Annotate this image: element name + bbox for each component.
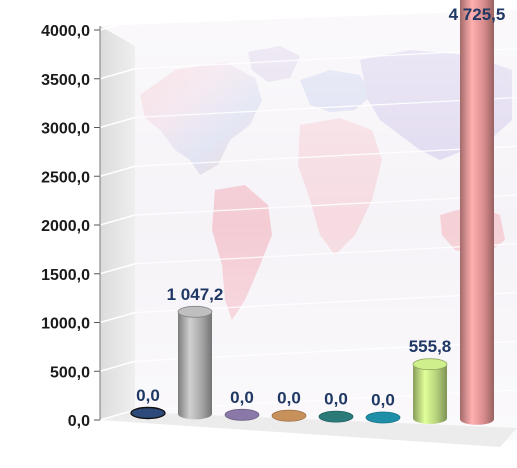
grid-line-side — [99, 360, 136, 372]
bar — [412, 358, 448, 424]
bar-body — [460, 0, 494, 425]
bar — [130, 406, 166, 420]
grid-line-side — [99, 409, 136, 421]
bar — [177, 305, 213, 420]
bar-body — [178, 311, 212, 420]
y-axis: 0,0 500,0 1000,0 1500,0 2000,0 2500,0 3000,0 35… — [41, 23, 101, 430]
grid-line-side — [99, 68, 136, 80]
data-label: 0,0 — [277, 389, 301, 408]
bar-disc — [271, 409, 307, 422]
bar-disc — [130, 406, 166, 420]
grid-line-back — [134, 243, 517, 265]
floor — [100, 412, 517, 447]
data-label: 4 725,5 — [449, 5, 506, 24]
bar — [365, 411, 401, 424]
grid-line-side — [99, 19, 136, 31]
data-label: 0,0 — [371, 391, 395, 410]
grid-line-side — [99, 214, 136, 226]
grid-line-side — [99, 263, 136, 275]
y-tick-label: 1000,0 — [41, 316, 90, 333]
bars — [130, 0, 494, 425]
y-tick-label: 1500,0 — [41, 267, 90, 284]
bar — [460, 0, 494, 425]
grid-line-back — [134, 0, 517, 21]
bar-disc — [224, 408, 260, 421]
bar — [271, 409, 307, 422]
grid-line-side — [99, 165, 136, 177]
grid-line-back — [134, 48, 517, 70]
bar-disc — [365, 411, 401, 424]
grid-line-back — [134, 96, 517, 119]
data-label: 1 047,2 — [167, 285, 224, 304]
y-tick-label: 2000,0 — [41, 218, 90, 235]
data-label: 0,0 — [230, 388, 254, 407]
y-tick-label: 3000,0 — [41, 121, 90, 138]
data-label: 0,0 — [324, 390, 348, 409]
bar-top — [412, 358, 448, 371]
bar-top — [177, 305, 213, 318]
data-label: 555,8 — [409, 337, 452, 356]
data-labels: 0,0 1 047,2 0,0 0,0 0,0 0,0 555,8 4 725,5 — [136, 5, 505, 410]
y-tick-label: 500,0 — [50, 364, 90, 381]
bar — [318, 410, 354, 423]
y-tick-label: 0,0 — [68, 413, 90, 430]
y-tick-label: 2500,0 — [41, 169, 90, 186]
grid-line-side — [99, 311, 136, 324]
bar-body — [413, 364, 447, 424]
grid-line-side — [99, 116, 136, 129]
bar — [224, 408, 260, 421]
map-background — [100, 10, 517, 440]
bar-disc — [318, 410, 354, 423]
y-tick-label: 4000,0 — [41, 23, 90, 40]
y-tick-label: 3500,0 — [41, 72, 90, 89]
data-label: 0,0 — [136, 386, 160, 405]
grid-line-back — [134, 145, 517, 167]
grid-line-back — [134, 194, 517, 216]
